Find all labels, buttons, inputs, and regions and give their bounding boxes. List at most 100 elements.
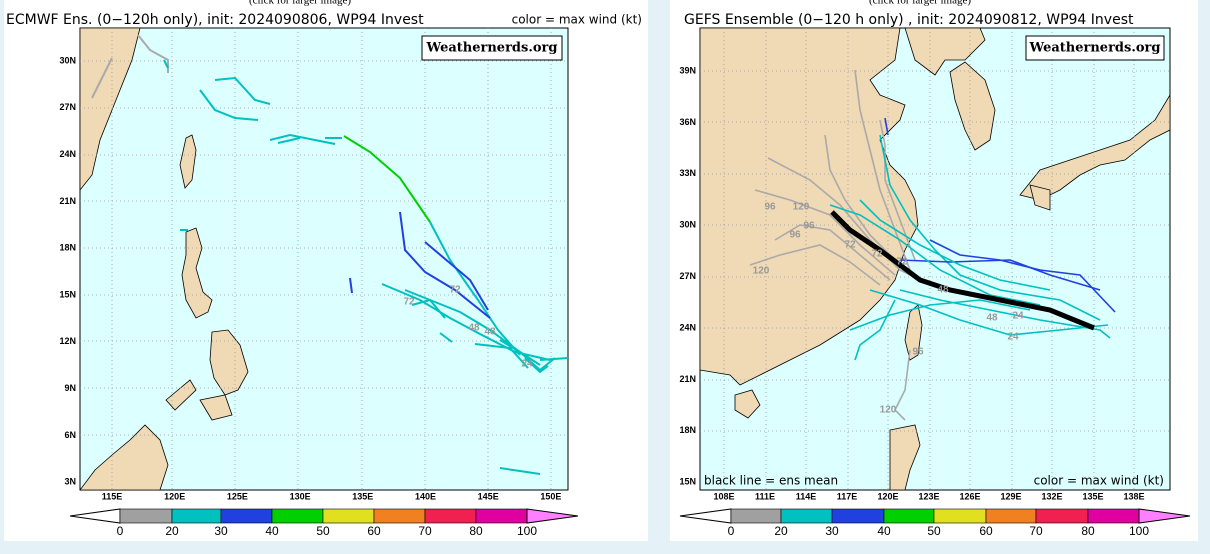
colorbar-label: 20 — [165, 524, 179, 538]
track-label: 48 — [484, 327, 496, 338]
tracks — [749, 69, 1116, 421]
colorbar-label: 50 — [316, 524, 330, 538]
watermark: Weathernerds.org — [426, 41, 558, 56]
caption: (click for larger image) — [249, 0, 351, 7]
mean-note: black line = ens mean — [704, 474, 838, 488]
lon-label: 145E — [478, 491, 499, 501]
colorbar-segment — [220, 508, 273, 524]
lon-label: 135E — [352, 491, 373, 501]
track-label: 24 — [1012, 311, 1024, 322]
lat-label: 27N — [59, 102, 76, 112]
colorbar-segment — [1035, 508, 1089, 524]
lat-label: 27N — [679, 271, 696, 281]
lat-label: 36N — [679, 117, 696, 127]
track-label: 96 — [803, 221, 815, 232]
colorbar-segment — [271, 508, 324, 524]
lon-label: 129E — [1000, 491, 1021, 501]
colorbar-label: 0 — [728, 524, 735, 538]
lat-label: 6N — [64, 430, 76, 440]
lon-label: 138E — [1123, 491, 1144, 501]
colorbar-label: 80 — [1081, 524, 1095, 538]
lon-label: 114E — [796, 491, 817, 501]
lon-label: 125E — [227, 491, 248, 501]
map-title: GEFS Ensemble (0−120 h only) , init: 202… — [684, 12, 1134, 28]
lon-label: 108E — [713, 491, 734, 501]
colorbar-segment — [424, 508, 477, 524]
colorbar-segment — [373, 508, 426, 524]
lon-label: 132E — [1041, 491, 1062, 501]
watermark-box — [1025, 35, 1165, 61]
lat-label: 9N — [64, 383, 76, 393]
track-label: 48 — [937, 285, 949, 296]
colorbar-label: 30 — [214, 524, 228, 538]
caption: (click for larger image) — [869, 0, 971, 7]
land — [80, 28, 249, 490]
lat-label: 24N — [59, 149, 76, 159]
track-label: 72 — [844, 240, 856, 251]
lon-label: 120E — [877, 491, 898, 501]
colorbar-segment — [883, 508, 935, 524]
lat-label: 15N — [59, 289, 76, 299]
map-title: ECMWF Ens. (0−120h only), init: 20240908… — [6, 12, 424, 28]
lon-label: 115E — [102, 491, 123, 501]
colorbar-label: 0 — [117, 524, 124, 538]
lat-label: 18N — [679, 425, 696, 435]
colorbar-segment — [1087, 508, 1140, 524]
grid — [700, 28, 1170, 490]
colorbar-segment — [985, 508, 1037, 524]
lat-label: 15N — [679, 477, 696, 487]
lat-label: 24N — [679, 322, 696, 332]
colorbar-label: 30 — [825, 524, 839, 538]
map-ocean — [79, 27, 569, 491]
colorbar-segment — [171, 508, 222, 524]
track-label: 72 — [449, 285, 461, 296]
track-label: 96 — [912, 347, 924, 358]
colorbar-label: 60 — [367, 524, 381, 538]
track-label: 96 — [764, 202, 776, 213]
colorbar-segment — [831, 508, 885, 524]
lat-label: 21N — [679, 374, 696, 384]
lon-label: 120E — [164, 491, 185, 501]
track-label: 72 — [403, 297, 415, 308]
color-note: color = max wind (kt) — [512, 13, 642, 27]
lon-label: 126E — [959, 491, 980, 501]
colorbar-segment — [780, 508, 833, 524]
colorbar-label: 60 — [979, 524, 993, 538]
colorbar-end — [1138, 508, 1191, 524]
colorbar-label: 100 — [517, 524, 537, 538]
lon-label: 150E — [540, 491, 561, 501]
track-label: 120 — [753, 266, 770, 277]
lon-label: 135E — [1082, 491, 1103, 501]
lat-label: 3N — [64, 477, 76, 487]
tracks — [91, 34, 569, 475]
track-label: 72 — [871, 249, 883, 260]
track-label: 48 — [468, 323, 480, 334]
colorbar-segment — [730, 508, 782, 524]
lat-label: 30N — [679, 220, 696, 230]
watermark: Weathernerds.org — [1029, 41, 1161, 56]
lon-label: 117E — [837, 491, 858, 501]
track-label: 48 — [986, 313, 998, 324]
lat-label: 33N — [679, 168, 696, 178]
colorbar-label: 20 — [774, 524, 788, 538]
colorbar-segment — [933, 508, 987, 524]
colorbar-segment — [322, 508, 375, 524]
track-label: 24 — [521, 359, 533, 370]
colorbar-label: 40 — [265, 524, 279, 538]
colorbar-label: 50 — [927, 524, 941, 538]
colorbar-label: 40 — [877, 524, 891, 538]
track-label: 72 — [896, 257, 908, 268]
colorbar-label: 70 — [1029, 524, 1043, 538]
lat-label: 21N — [59, 196, 76, 206]
lat-label: 12N — [59, 336, 76, 346]
colorbar-label: 100 — [1129, 524, 1149, 538]
colorbar-label: 70 — [418, 524, 432, 538]
lat-label: 30N — [59, 55, 76, 65]
lon-label: 111E — [755, 491, 775, 501]
lon-label: 130E — [290, 491, 311, 501]
color-note: color = max wind (kt) — [1034, 474, 1164, 488]
colorbar-end — [526, 508, 579, 524]
lat-label: 39N — [679, 65, 696, 75]
